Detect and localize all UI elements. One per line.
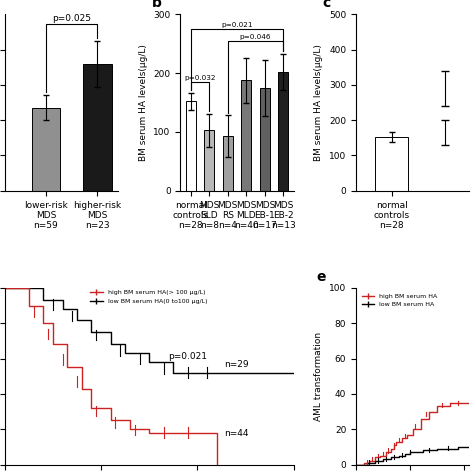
Bar [185,101,196,191]
Text: p=0.032: p=0.032 [184,75,216,81]
Text: p=0.021: p=0.021 [221,22,253,28]
Y-axis label: BM serum HA levels(μg/L): BM serum HA levels(μg/L) [139,44,148,161]
Text: b: b [152,0,162,10]
Bar [278,72,289,191]
Text: c: c [322,0,330,10]
Bar [83,64,111,191]
Legend: high BM serum HA(> 100 μg/L), low BM serum HA(0 to100 μg/L): high BM serum HA(> 100 μg/L), low BM ser… [88,288,210,306]
Bar [32,108,60,191]
Y-axis label: BM serum HA levels(μg/L): BM serum HA levels(μg/L) [314,44,323,161]
Bar [204,130,214,191]
Text: p=0.025: p=0.025 [52,14,91,23]
Text: e: e [316,270,326,284]
Bar [241,80,251,191]
Bar [375,137,408,191]
Text: p=0.021: p=0.021 [168,352,208,361]
Text: p=0.046: p=0.046 [240,34,271,40]
Bar [260,88,270,191]
Bar [223,136,233,191]
Text: n=44: n=44 [224,429,248,438]
Text: n=29: n=29 [224,360,248,369]
Y-axis label: AML transformation: AML transformation [314,332,323,421]
Legend: high BM serum HA, low BM serum HA: high BM serum HA, low BM serum HA [359,291,440,310]
